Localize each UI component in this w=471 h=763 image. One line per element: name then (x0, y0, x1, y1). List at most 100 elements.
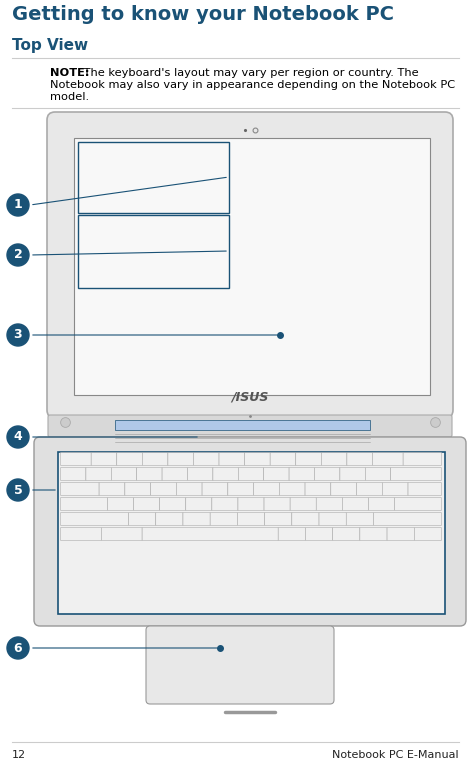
Text: /ISUS: /ISUS (231, 390, 268, 403)
FancyBboxPatch shape (365, 468, 391, 481)
Text: NOTE:: NOTE: (50, 68, 89, 78)
FancyBboxPatch shape (319, 513, 346, 526)
FancyBboxPatch shape (210, 513, 237, 526)
Circle shape (7, 426, 29, 448)
Bar (74, 138, 430, 395)
FancyBboxPatch shape (107, 497, 134, 510)
FancyBboxPatch shape (391, 468, 441, 481)
FancyBboxPatch shape (368, 497, 395, 510)
Bar (58, 452, 445, 614)
FancyBboxPatch shape (244, 452, 270, 465)
FancyBboxPatch shape (292, 513, 319, 526)
FancyBboxPatch shape (213, 468, 238, 481)
FancyBboxPatch shape (146, 626, 334, 704)
Circle shape (7, 244, 29, 266)
FancyBboxPatch shape (186, 497, 212, 510)
Text: 12: 12 (12, 750, 26, 760)
FancyBboxPatch shape (290, 497, 316, 510)
Bar (115, 420, 370, 430)
FancyBboxPatch shape (408, 482, 441, 495)
FancyBboxPatch shape (162, 468, 187, 481)
Circle shape (7, 637, 29, 659)
FancyBboxPatch shape (134, 497, 160, 510)
Bar (78, 142, 229, 213)
FancyBboxPatch shape (374, 513, 441, 526)
FancyBboxPatch shape (340, 468, 365, 481)
FancyBboxPatch shape (212, 497, 238, 510)
FancyBboxPatch shape (47, 112, 453, 418)
FancyBboxPatch shape (414, 527, 441, 540)
FancyBboxPatch shape (360, 527, 387, 540)
FancyBboxPatch shape (168, 452, 194, 465)
FancyBboxPatch shape (60, 468, 86, 481)
FancyBboxPatch shape (60, 527, 101, 540)
FancyBboxPatch shape (305, 527, 333, 540)
FancyBboxPatch shape (238, 468, 264, 481)
FancyBboxPatch shape (117, 452, 142, 465)
FancyBboxPatch shape (278, 527, 305, 540)
FancyBboxPatch shape (270, 452, 296, 465)
FancyBboxPatch shape (321, 452, 347, 465)
Text: 3: 3 (14, 329, 22, 342)
Text: Top View: Top View (12, 38, 88, 53)
FancyBboxPatch shape (357, 482, 382, 495)
FancyBboxPatch shape (60, 452, 91, 465)
FancyBboxPatch shape (395, 497, 441, 510)
FancyBboxPatch shape (253, 482, 279, 495)
Text: 1: 1 (14, 198, 23, 211)
Text: Notebook may also vary in appearance depending on the Notebook PC: Notebook may also vary in appearance dep… (50, 80, 455, 90)
FancyBboxPatch shape (187, 468, 213, 481)
FancyBboxPatch shape (99, 482, 125, 495)
Circle shape (7, 194, 29, 216)
FancyBboxPatch shape (403, 452, 441, 465)
Text: 2: 2 (14, 249, 23, 262)
Text: The keyboard's layout may vary per region or country. The: The keyboard's layout may vary per regio… (80, 68, 419, 78)
FancyBboxPatch shape (183, 513, 210, 526)
Circle shape (7, 479, 29, 501)
FancyBboxPatch shape (315, 468, 340, 481)
FancyBboxPatch shape (160, 497, 186, 510)
FancyBboxPatch shape (142, 452, 168, 465)
FancyBboxPatch shape (60, 513, 129, 526)
FancyBboxPatch shape (342, 497, 368, 510)
Text: 6: 6 (14, 642, 22, 655)
Text: Notebook PC E-Manual: Notebook PC E-Manual (333, 750, 459, 760)
FancyBboxPatch shape (86, 468, 111, 481)
FancyBboxPatch shape (34, 437, 466, 626)
FancyBboxPatch shape (151, 482, 176, 495)
FancyBboxPatch shape (60, 482, 99, 495)
FancyBboxPatch shape (289, 468, 315, 481)
FancyBboxPatch shape (316, 497, 342, 510)
FancyBboxPatch shape (305, 482, 331, 495)
FancyBboxPatch shape (219, 452, 244, 465)
FancyBboxPatch shape (125, 482, 151, 495)
FancyBboxPatch shape (237, 513, 265, 526)
FancyBboxPatch shape (194, 452, 219, 465)
Text: 5: 5 (14, 484, 23, 497)
FancyBboxPatch shape (238, 497, 264, 510)
FancyBboxPatch shape (347, 452, 373, 465)
FancyBboxPatch shape (202, 482, 228, 495)
FancyBboxPatch shape (91, 452, 117, 465)
Circle shape (7, 324, 29, 346)
FancyBboxPatch shape (48, 415, 452, 437)
FancyBboxPatch shape (279, 482, 305, 495)
FancyBboxPatch shape (142, 527, 278, 540)
Bar (78, 215, 229, 288)
FancyBboxPatch shape (137, 468, 162, 481)
FancyBboxPatch shape (387, 527, 414, 540)
FancyBboxPatch shape (111, 468, 137, 481)
FancyBboxPatch shape (296, 452, 321, 465)
Text: 4: 4 (14, 430, 23, 443)
FancyBboxPatch shape (101, 527, 142, 540)
FancyBboxPatch shape (382, 482, 408, 495)
FancyBboxPatch shape (228, 482, 253, 495)
FancyBboxPatch shape (264, 468, 289, 481)
FancyBboxPatch shape (331, 482, 357, 495)
FancyBboxPatch shape (333, 527, 360, 540)
FancyBboxPatch shape (373, 452, 403, 465)
Text: Getting to know your Notebook PC: Getting to know your Notebook PC (12, 5, 394, 24)
FancyBboxPatch shape (176, 482, 202, 495)
Text: model.: model. (50, 92, 89, 102)
FancyBboxPatch shape (346, 513, 374, 526)
